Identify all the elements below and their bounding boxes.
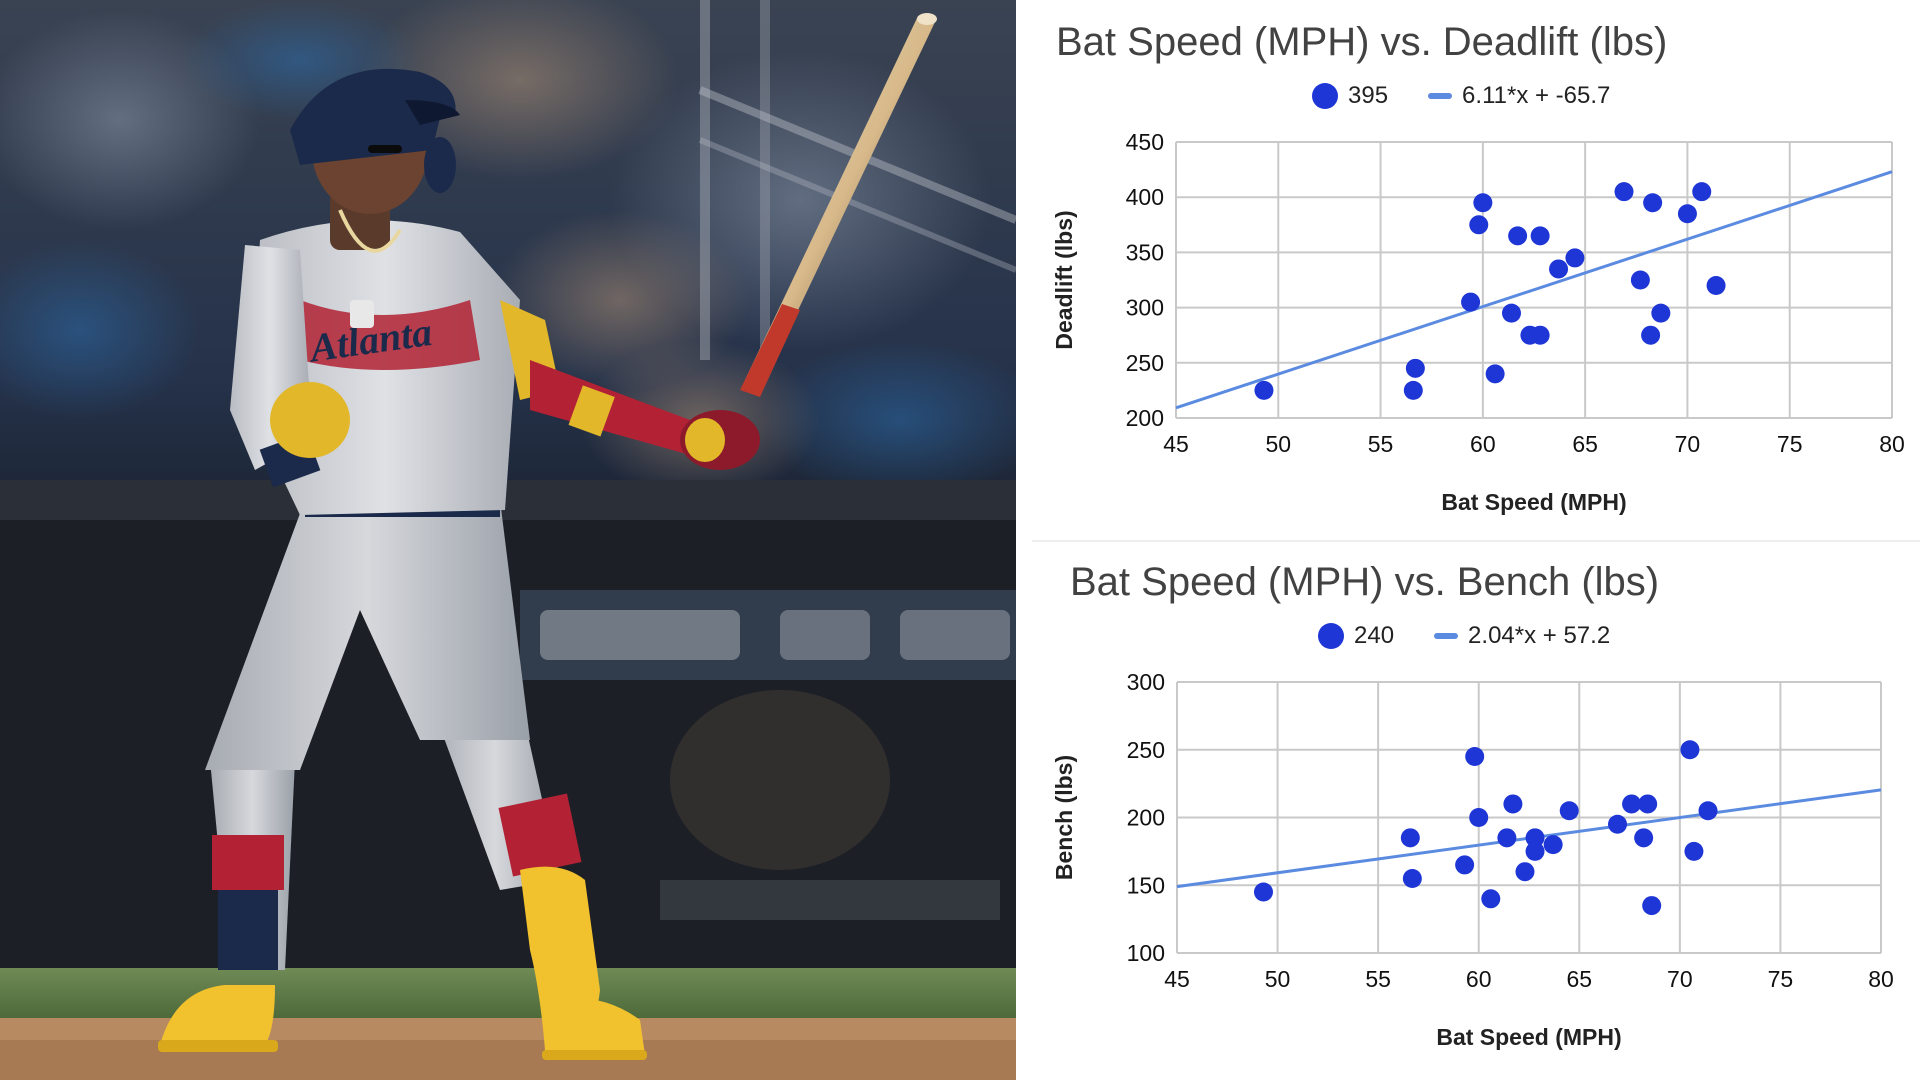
chart-title: Bat Speed (MPH) vs. Deadlift (lbs) bbox=[1056, 20, 1668, 64]
data-point bbox=[1559, 801, 1579, 821]
x-axis-label: Bat Speed (MPH) bbox=[1441, 489, 1626, 515]
data-point bbox=[1481, 889, 1501, 909]
bench-scatter-plot: 45 50 55 60 65 70 75 80 100 150 200 250 300 Bat Speed… bbox=[1051, 669, 1894, 1050]
data-point bbox=[1634, 828, 1654, 848]
x-tick-label: 75 bbox=[1777, 431, 1803, 457]
data-point bbox=[1253, 882, 1273, 902]
legend-trendline-label: 6.11*x + -65.7 bbox=[1462, 82, 1611, 109]
data-point bbox=[1608, 814, 1628, 834]
data-point bbox=[1473, 193, 1493, 213]
data-point bbox=[1461, 292, 1481, 312]
legend-trendline-marker bbox=[1434, 633, 1459, 639]
data-point bbox=[1405, 358, 1425, 378]
y-axis-label: Bench (lbs) bbox=[1051, 755, 1077, 880]
legend-point-marker bbox=[1312, 83, 1338, 109]
x-tick-label: 80 bbox=[1879, 431, 1905, 457]
data-point bbox=[1497, 828, 1517, 848]
charts-panel: Bat Speed (MPH) vs. Deadlift (lbs) 395 6… bbox=[1016, 0, 1920, 1080]
legend-series-label: 395 bbox=[1348, 82, 1389, 109]
x-tick-label: 45 bbox=[1163, 431, 1189, 457]
bench-chart: Bat Speed (MPH) vs. Bench (lbs) 240 2.04… bbox=[1016, 540, 1920, 1080]
x-tick-label: 70 bbox=[1675, 431, 1701, 457]
data-point bbox=[1651, 303, 1671, 323]
data-point bbox=[1642, 896, 1662, 916]
x-axis-label: Bat Speed (MPH) bbox=[1436, 1024, 1621, 1050]
data-point bbox=[1692, 182, 1712, 202]
legend-series-label: 240 bbox=[1354, 622, 1395, 649]
y-tick-label: 350 bbox=[1126, 239, 1164, 265]
data-point bbox=[1525, 828, 1545, 848]
data-point bbox=[1515, 862, 1535, 882]
data-point bbox=[1402, 868, 1422, 888]
data-point bbox=[1680, 740, 1700, 760]
data-point bbox=[1698, 801, 1718, 821]
data-point bbox=[1501, 303, 1521, 323]
y-tick-label: 300 bbox=[1127, 669, 1165, 695]
y-tick-label: 100 bbox=[1127, 940, 1165, 966]
legend-trendline-marker bbox=[1428, 93, 1453, 99]
data-point bbox=[1643, 193, 1663, 213]
y-tick-label: 450 bbox=[1126, 129, 1164, 155]
data-point bbox=[1684, 841, 1704, 861]
data-point bbox=[1630, 270, 1650, 290]
chart-legend: 240 2.04*x + 57.2 bbox=[1318, 622, 1610, 650]
data-point bbox=[1254, 380, 1274, 400]
data-point bbox=[1549, 259, 1569, 279]
data-point bbox=[1638, 794, 1658, 814]
data-point bbox=[1455, 855, 1475, 875]
legend-point-marker bbox=[1318, 623, 1344, 649]
x-tick-label: 60 bbox=[1470, 431, 1496, 457]
y-tick-label: 150 bbox=[1127, 872, 1165, 898]
data-point bbox=[1469, 215, 1489, 235]
data-point bbox=[1543, 835, 1563, 855]
data-point bbox=[1469, 808, 1489, 827]
player-photo: Atlanta bbox=[0, 0, 1016, 1080]
x-tick-label: 45 bbox=[1164, 966, 1190, 992]
x-tick-label: 60 bbox=[1466, 966, 1492, 992]
trendline bbox=[1175, 170, 1893, 410]
data-point bbox=[1641, 325, 1661, 345]
data-point bbox=[1614, 182, 1634, 202]
x-tick-label: 50 bbox=[1265, 966, 1291, 992]
x-tick-label: 55 bbox=[1365, 966, 1391, 992]
data-point bbox=[1508, 226, 1528, 246]
y-tick-label: 300 bbox=[1126, 295, 1164, 321]
deadlift-scatter-plot: 45 50 55 60 65 70 75 80 200 250 300 350 400 450 Bat Sp… bbox=[1051, 129, 1905, 515]
y-tick-label: 200 bbox=[1126, 405, 1164, 431]
y-tick-label: 250 bbox=[1126, 350, 1164, 376]
data-point bbox=[1530, 226, 1550, 246]
x-tick-label: 65 bbox=[1566, 966, 1592, 992]
data-point bbox=[1465, 747, 1485, 767]
x-tick-label: 75 bbox=[1768, 966, 1794, 992]
x-tick-label: 70 bbox=[1667, 966, 1693, 992]
data-point bbox=[1403, 380, 1423, 400]
chart-title: Bat Speed (MPH) vs. Bench (lbs) bbox=[1070, 560, 1660, 604]
data-point bbox=[1400, 828, 1420, 848]
deadlift-chart: Bat Speed (MPH) vs. Deadlift (lbs) 395 6… bbox=[1016, 0, 1920, 540]
y-axis-label: Deadlift (lbs) bbox=[1051, 210, 1077, 349]
x-tick-label: 50 bbox=[1265, 431, 1291, 457]
x-tick-label: 65 bbox=[1572, 431, 1598, 457]
data-point bbox=[1525, 841, 1545, 861]
y-tick-label: 250 bbox=[1127, 737, 1165, 763]
data-point bbox=[1677, 204, 1697, 224]
data-point bbox=[1706, 276, 1726, 296]
data-point bbox=[1530, 325, 1550, 345]
x-tick-label: 55 bbox=[1368, 431, 1394, 457]
chart-divider bbox=[1032, 540, 1920, 542]
chart-legend: 395 6.11*x + -65.7 bbox=[1312, 82, 1610, 110]
data-point bbox=[1622, 794, 1642, 814]
data-point bbox=[1503, 794, 1523, 814]
legend-trendline-label: 2.04*x + 57.2 bbox=[1468, 622, 1611, 649]
y-tick-label: 400 bbox=[1126, 184, 1164, 210]
data-point bbox=[1485, 364, 1505, 384]
y-tick-label: 200 bbox=[1127, 805, 1165, 831]
data-point bbox=[1565, 248, 1585, 268]
x-tick-label: 80 bbox=[1868, 966, 1894, 992]
